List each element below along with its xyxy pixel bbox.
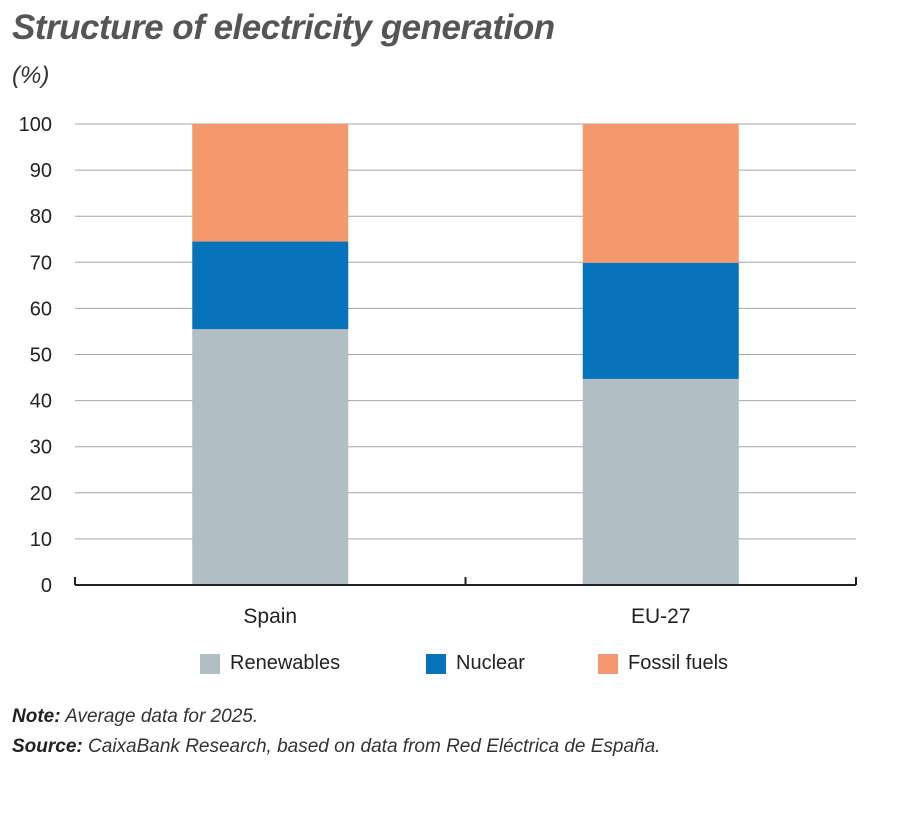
y-tick-label-10: 10 xyxy=(30,529,52,551)
bar-eu-27-nuclear xyxy=(582,262,739,379)
note-text: Average data for 2025. xyxy=(65,706,259,727)
source-label: Source: xyxy=(12,736,83,757)
gridlines xyxy=(75,123,856,540)
legend-swatch-renewables xyxy=(200,653,220,674)
legend-item-fossil-fuels: Fossil fuels xyxy=(598,652,728,675)
legend-item-renewables: Renewables xyxy=(200,652,340,675)
bar-spain-nuclear xyxy=(192,241,349,330)
y-axis-unit-label: (%) xyxy=(12,62,50,89)
bar-eu-27-fossil-fuels xyxy=(582,124,739,263)
x-tick-label-eu-27: EU-27 xyxy=(631,605,691,628)
y-tick-label-100: 100 xyxy=(19,114,52,136)
y-tick-label-60: 60 xyxy=(30,298,52,320)
bar-spain-fossil-fuels xyxy=(192,124,349,242)
y-tick-label-30: 30 xyxy=(30,437,52,459)
stacked-bar-chart: 0 10 20 30 40 50 60 70 80 90 100 Spain EU-27 xyxy=(19,114,857,628)
x-tick-labels: Spain EU-27 xyxy=(243,605,690,628)
chart-title: Structure of electricity generation xyxy=(12,8,555,47)
y-tick-labels: 0 10 20 30 40 50 60 70 80 90 100 xyxy=(19,114,52,597)
y-tick-label-20: 20 xyxy=(30,483,52,505)
legend-swatch-fossil-fuels xyxy=(598,653,618,674)
y-tick-label-40: 40 xyxy=(30,391,52,413)
source-line: Source: CaixaBank Research, based on dat… xyxy=(12,736,660,758)
source-text: CaixaBank Research, based on data from R… xyxy=(88,736,661,757)
bar-eu-27-renewables xyxy=(582,378,739,585)
y-tick-label-70: 70 xyxy=(30,252,52,274)
x-axis xyxy=(74,577,857,586)
note-label: Note: xyxy=(12,706,61,727)
bars xyxy=(192,124,739,585)
bar-spain-renewables xyxy=(192,329,349,585)
legend-label-nuclear: Nuclear xyxy=(456,652,525,674)
x-tick-label-spain: Spain xyxy=(243,605,297,628)
y-tick-label-80: 80 xyxy=(30,206,52,228)
legend-swatch-nuclear xyxy=(426,653,446,674)
legend: Renewables Nuclear Fossil fuels xyxy=(0,652,900,682)
y-tick-label-50: 50 xyxy=(30,345,52,367)
legend-item-nuclear: Nuclear xyxy=(426,652,525,675)
legend-label-fossil-fuels: Fossil fuels xyxy=(628,652,729,674)
legend-label-renewables: Renewables xyxy=(230,652,341,674)
y-tick-label-90: 90 xyxy=(30,160,52,182)
note-line: Note: Average data for 2025. xyxy=(12,706,258,728)
y-tick-label-0: 0 xyxy=(41,575,52,597)
